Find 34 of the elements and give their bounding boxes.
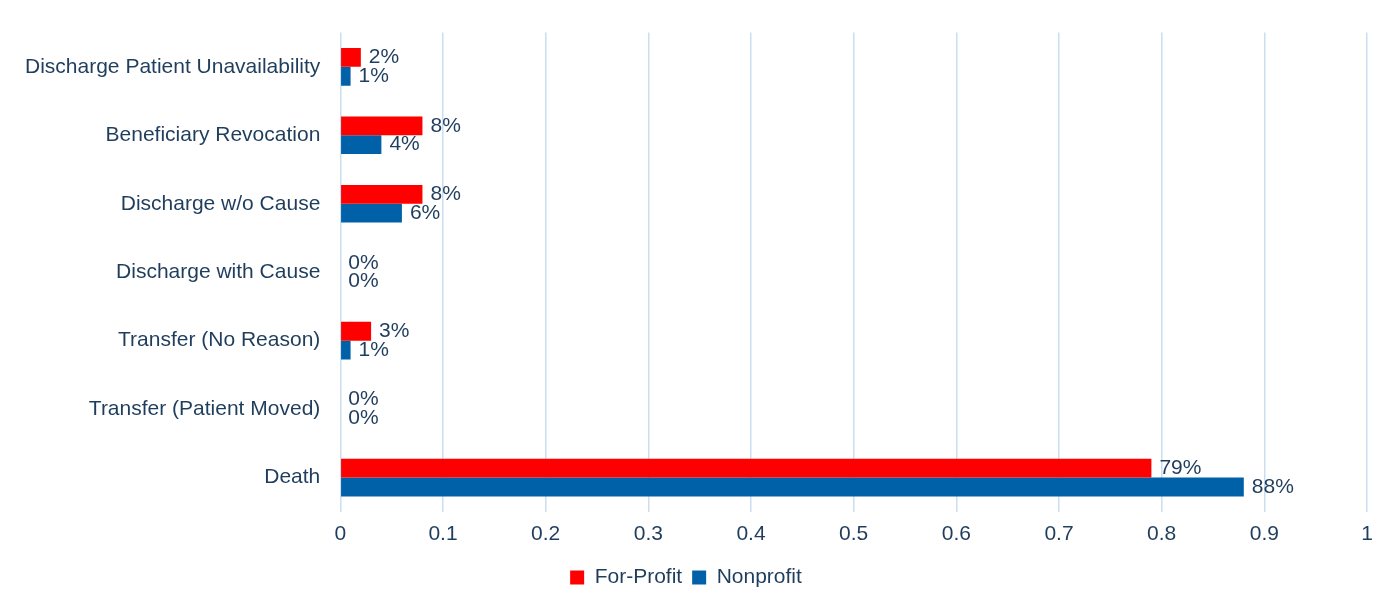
legend-label: Nonprofit [716, 564, 803, 588]
x-tick-label: 0.6 [941, 521, 971, 545]
data-label: 8% [430, 112, 461, 136]
x-tick-label: 0.5 [839, 521, 869, 545]
bar [341, 116, 423, 136]
bar [341, 321, 372, 341]
bar [341, 340, 351, 360]
data-label: 4% [389, 131, 420, 155]
bar [341, 203, 402, 223]
y-tick-label: Transfer (Patient Moved) [88, 395, 321, 419]
x-tick-label: 0.1 [428, 521, 458, 545]
bar [341, 66, 351, 86]
y-tick-label: Discharge with Cause [116, 259, 321, 282]
x-tick-label: 0.9 [1249, 521, 1279, 545]
bar [341, 477, 1244, 497]
y-tick-label: Death [264, 464, 321, 488]
x-tick-label: 0.8 [1147, 521, 1177, 545]
x-tick-label: 0.2 [531, 521, 561, 545]
x-tick-label: 0.4 [736, 521, 766, 545]
x-tick-label: 1 [1361, 521, 1373, 545]
x-tick-label: 0 [334, 521, 347, 545]
x-tick-label: 0.7 [1044, 521, 1074, 545]
legend-label: For-Profit [594, 564, 683, 588]
y-tick-label: Transfer (No Reason) [118, 327, 321, 351]
data-label: 88% [1251, 473, 1294, 497]
bar [341, 48, 361, 67]
x-tick-label: 0.3 [633, 521, 663, 545]
data-label: 79% [1159, 454, 1202, 478]
bar [341, 458, 1152, 478]
y-tick-label: Discharge Patient Unavailability [25, 53, 321, 77]
y-tick-label: Discharge w/o Cause [120, 190, 321, 214]
y-tick-label: Beneficiary Revocation [105, 122, 321, 146]
bar [341, 135, 382, 155]
bar [341, 184, 423, 204]
